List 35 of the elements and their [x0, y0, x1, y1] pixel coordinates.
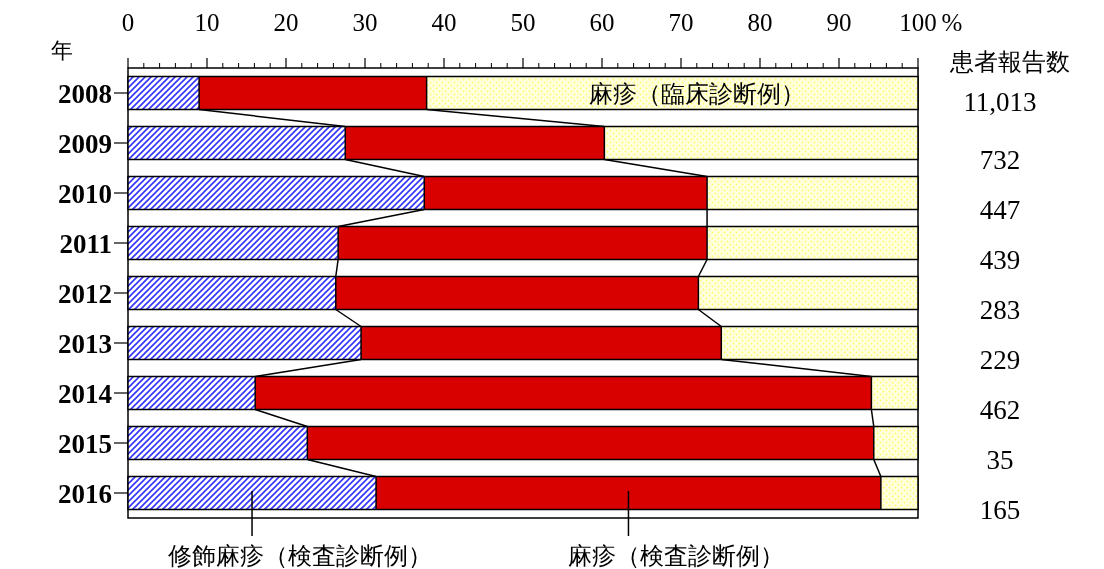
series-label: 麻疹（臨床診断例） [589, 81, 806, 107]
x-tick-label: 80 [747, 9, 773, 36]
y-tick-label: 2014 [58, 379, 112, 409]
y-tick-label: 2010 [58, 179, 112, 209]
text: 165 [979, 495, 1021, 525]
text: 11,013 [963, 87, 1037, 117]
y-tick-label: 2015 [58, 429, 112, 459]
series-label: 麻疹（検査診断例） [568, 543, 785, 569]
text: 732 [979, 145, 1021, 175]
x-tick-label: 50 [510, 9, 536, 36]
y-tick-label: 2008 [58, 79, 112, 109]
y-tick-label: 2012 [58, 279, 112, 309]
y-tick-label: 2009 [58, 129, 112, 159]
x-tick-label: 0 [121, 9, 135, 36]
x-tick-label: 40 [431, 9, 457, 36]
text: 229 [979, 345, 1021, 375]
x-axis-title: % [941, 9, 963, 36]
y-tick-label: 2016 [58, 479, 112, 509]
x-tick-label: 10 [194, 9, 220, 36]
text: 439 [979, 245, 1021, 275]
x-tick-label: 100 [899, 9, 937, 36]
x-tick-label: 70 [668, 9, 694, 36]
text: 283 [979, 295, 1021, 325]
y-axis-title: 年 [51, 38, 73, 63]
text: 35 [986, 445, 1014, 475]
y-tick-label: 2011 [59, 229, 112, 259]
text: 患者報告数 [949, 49, 1070, 75]
text: 462 [979, 395, 1021, 425]
series-label: 修飾麻疹（検査診断例） [168, 543, 433, 569]
x-tick-label: 20 [273, 9, 299, 36]
x-tick-label: 90 [826, 9, 852, 36]
x-tick-label: 30 [352, 9, 378, 36]
y-tick-label: 2013 [58, 329, 112, 359]
x-tick-label: 60 [589, 9, 615, 36]
text: 447 [979, 195, 1021, 225]
